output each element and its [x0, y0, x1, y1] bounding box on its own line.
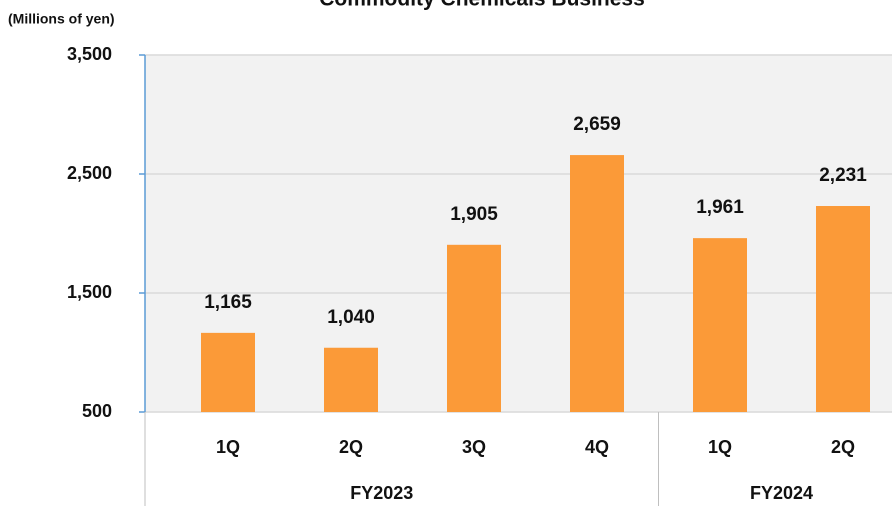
data-label: 2,659 — [573, 114, 621, 135]
data-label: 1,961 — [696, 197, 744, 218]
x-tick-label: 4Q — [585, 437, 609, 457]
plot-background — [145, 55, 892, 412]
bar — [693, 238, 747, 412]
bar — [816, 206, 870, 412]
x-tick-label: 1Q — [708, 437, 732, 457]
bar — [324, 347, 378, 412]
data-label: 1,905 — [450, 204, 498, 225]
y-tick-label: 3,500 — [67, 44, 112, 64]
bar — [201, 332, 255, 412]
group-label: FY2023 — [350, 483, 413, 503]
data-label: 1,040 — [327, 307, 375, 328]
bar — [570, 155, 624, 413]
y-tick-label: 1,500 — [67, 282, 112, 302]
y-axis-label: (Millions of yen) — [8, 11, 115, 27]
x-tick-label: 2Q — [831, 437, 855, 457]
x-tick-label: 2Q — [339, 437, 363, 457]
chart-title: Commodity Chemicals Business — [319, 0, 645, 11]
bar — [447, 244, 501, 412]
data-label: 1,165 — [204, 292, 252, 313]
x-tick-label: 1Q — [216, 437, 240, 457]
y-tick-label: 500 — [82, 401, 112, 421]
y-tick-label: 2,500 — [67, 163, 112, 183]
group-label: FY2024 — [750, 483, 813, 503]
x-tick-label: 3Q — [462, 437, 486, 457]
data-label: 2,231 — [819, 165, 867, 186]
